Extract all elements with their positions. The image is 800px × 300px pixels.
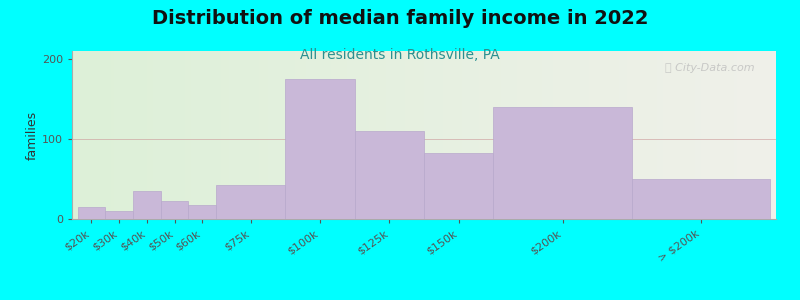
Bar	[189, 206, 216, 219]
Bar	[424, 153, 494, 219]
Bar	[133, 191, 161, 219]
Bar	[216, 185, 286, 219]
Bar	[161, 201, 189, 219]
Bar	[494, 107, 632, 219]
Text: Distribution of median family income in 2022: Distribution of median family income in …	[152, 9, 648, 28]
Text: All residents in Rothsville, PA: All residents in Rothsville, PA	[300, 48, 500, 62]
Bar	[78, 207, 106, 219]
Y-axis label: families: families	[26, 110, 39, 160]
Bar	[286, 79, 354, 219]
Bar	[354, 131, 424, 219]
Text: ⓘ City-Data.com: ⓘ City-Data.com	[666, 63, 755, 73]
Bar	[632, 179, 770, 219]
Bar	[106, 211, 133, 219]
